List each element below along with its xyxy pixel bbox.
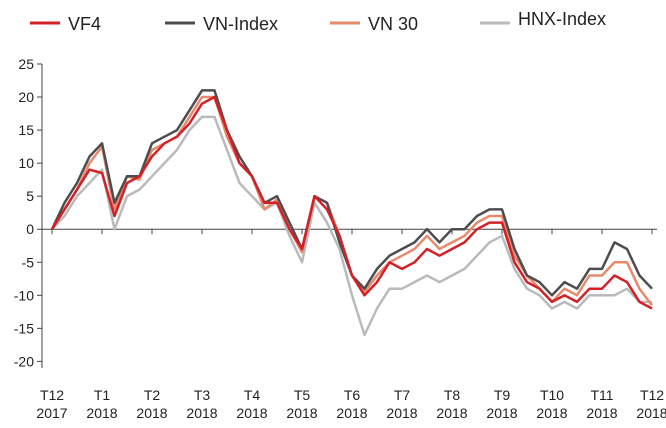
y-tick-label: -15 [14, 320, 34, 336]
x-tick-year: 2017 [36, 405, 67, 421]
x-tick-month: T12 [40, 387, 64, 403]
legend-label: VN 30 [368, 14, 418, 34]
x-tick-year: 2018 [236, 405, 267, 421]
x-tick-label: T2 2018 [136, 387, 167, 421]
legend-label: VF4 [68, 14, 101, 34]
x-tick-month: T4 [244, 387, 261, 403]
x-tick-month: T10 [540, 387, 564, 403]
x-tick-label: T5 2018 [286, 387, 317, 421]
y-tick-label: 0 [26, 221, 34, 237]
y-tick-label: -20 [14, 353, 34, 369]
x-tick-month: T1 [94, 387, 111, 403]
x-tick-label: T8 2018 [436, 387, 467, 421]
x-tick-month: T2 [144, 387, 161, 403]
y-tick-label: 5 [26, 188, 34, 204]
x-tick-year: 2018 [336, 405, 367, 421]
x-tick-label: T3 2018 [186, 387, 217, 421]
y-tick-label: -5 [22, 254, 35, 270]
x-tick-year: 2018 [586, 405, 617, 421]
y-tick-label: 15 [18, 122, 34, 138]
legend-label: VN-Index [203, 14, 278, 34]
series-line [50, 95, 653, 310]
x-tick-label: T12 2018 [636, 387, 666, 421]
x-tick-label: T12 2017 [36, 387, 67, 421]
y-tick-label: 25 [18, 56, 34, 72]
x-tick-month: T7 [394, 387, 411, 403]
x-tick-month: T3 [194, 387, 211, 403]
x-tick-month: T9 [494, 387, 511, 403]
series-line [51, 115, 652, 337]
x-tick-label: T7 2018 [386, 387, 417, 421]
x-tick-month: T8 [444, 387, 461, 403]
x-tick-label: T1 2018 [86, 387, 117, 421]
x-tick-year: 2018 [386, 405, 417, 421]
y-tick-label: 20 [18, 89, 34, 105]
x-tick-label: T11 2018 [586, 387, 617, 421]
x-tick-month: T12 [640, 387, 664, 403]
y-tick-label: -10 [14, 287, 34, 303]
x-tick-month: T5 [294, 387, 311, 403]
x-tick-year: 2018 [136, 405, 167, 421]
x-tick-label: T6 2018 [336, 387, 367, 421]
series-line [50, 89, 653, 297]
x-tick-year: 2018 [86, 405, 117, 421]
x-tick-year: 2018 [536, 405, 567, 421]
x-tick-year: 2018 [436, 405, 467, 421]
x-tick-year: 2018 [186, 405, 217, 421]
x-tick-label: T4 2018 [236, 387, 267, 421]
y-tick-label: 10 [18, 155, 34, 171]
x-tick-year: 2018 [286, 405, 317, 421]
x-tick-month: T11 [590, 387, 613, 403]
x-tick-label: T9 2018 [486, 387, 517, 421]
x-tick-month: T6 [344, 387, 361, 403]
x-tick-label: T10 2018 [536, 387, 567, 421]
x-tick-year: 2018 [636, 405, 666, 421]
legend-label: HNX-Index [518, 9, 606, 29]
x-tick-year: 2018 [486, 405, 517, 421]
